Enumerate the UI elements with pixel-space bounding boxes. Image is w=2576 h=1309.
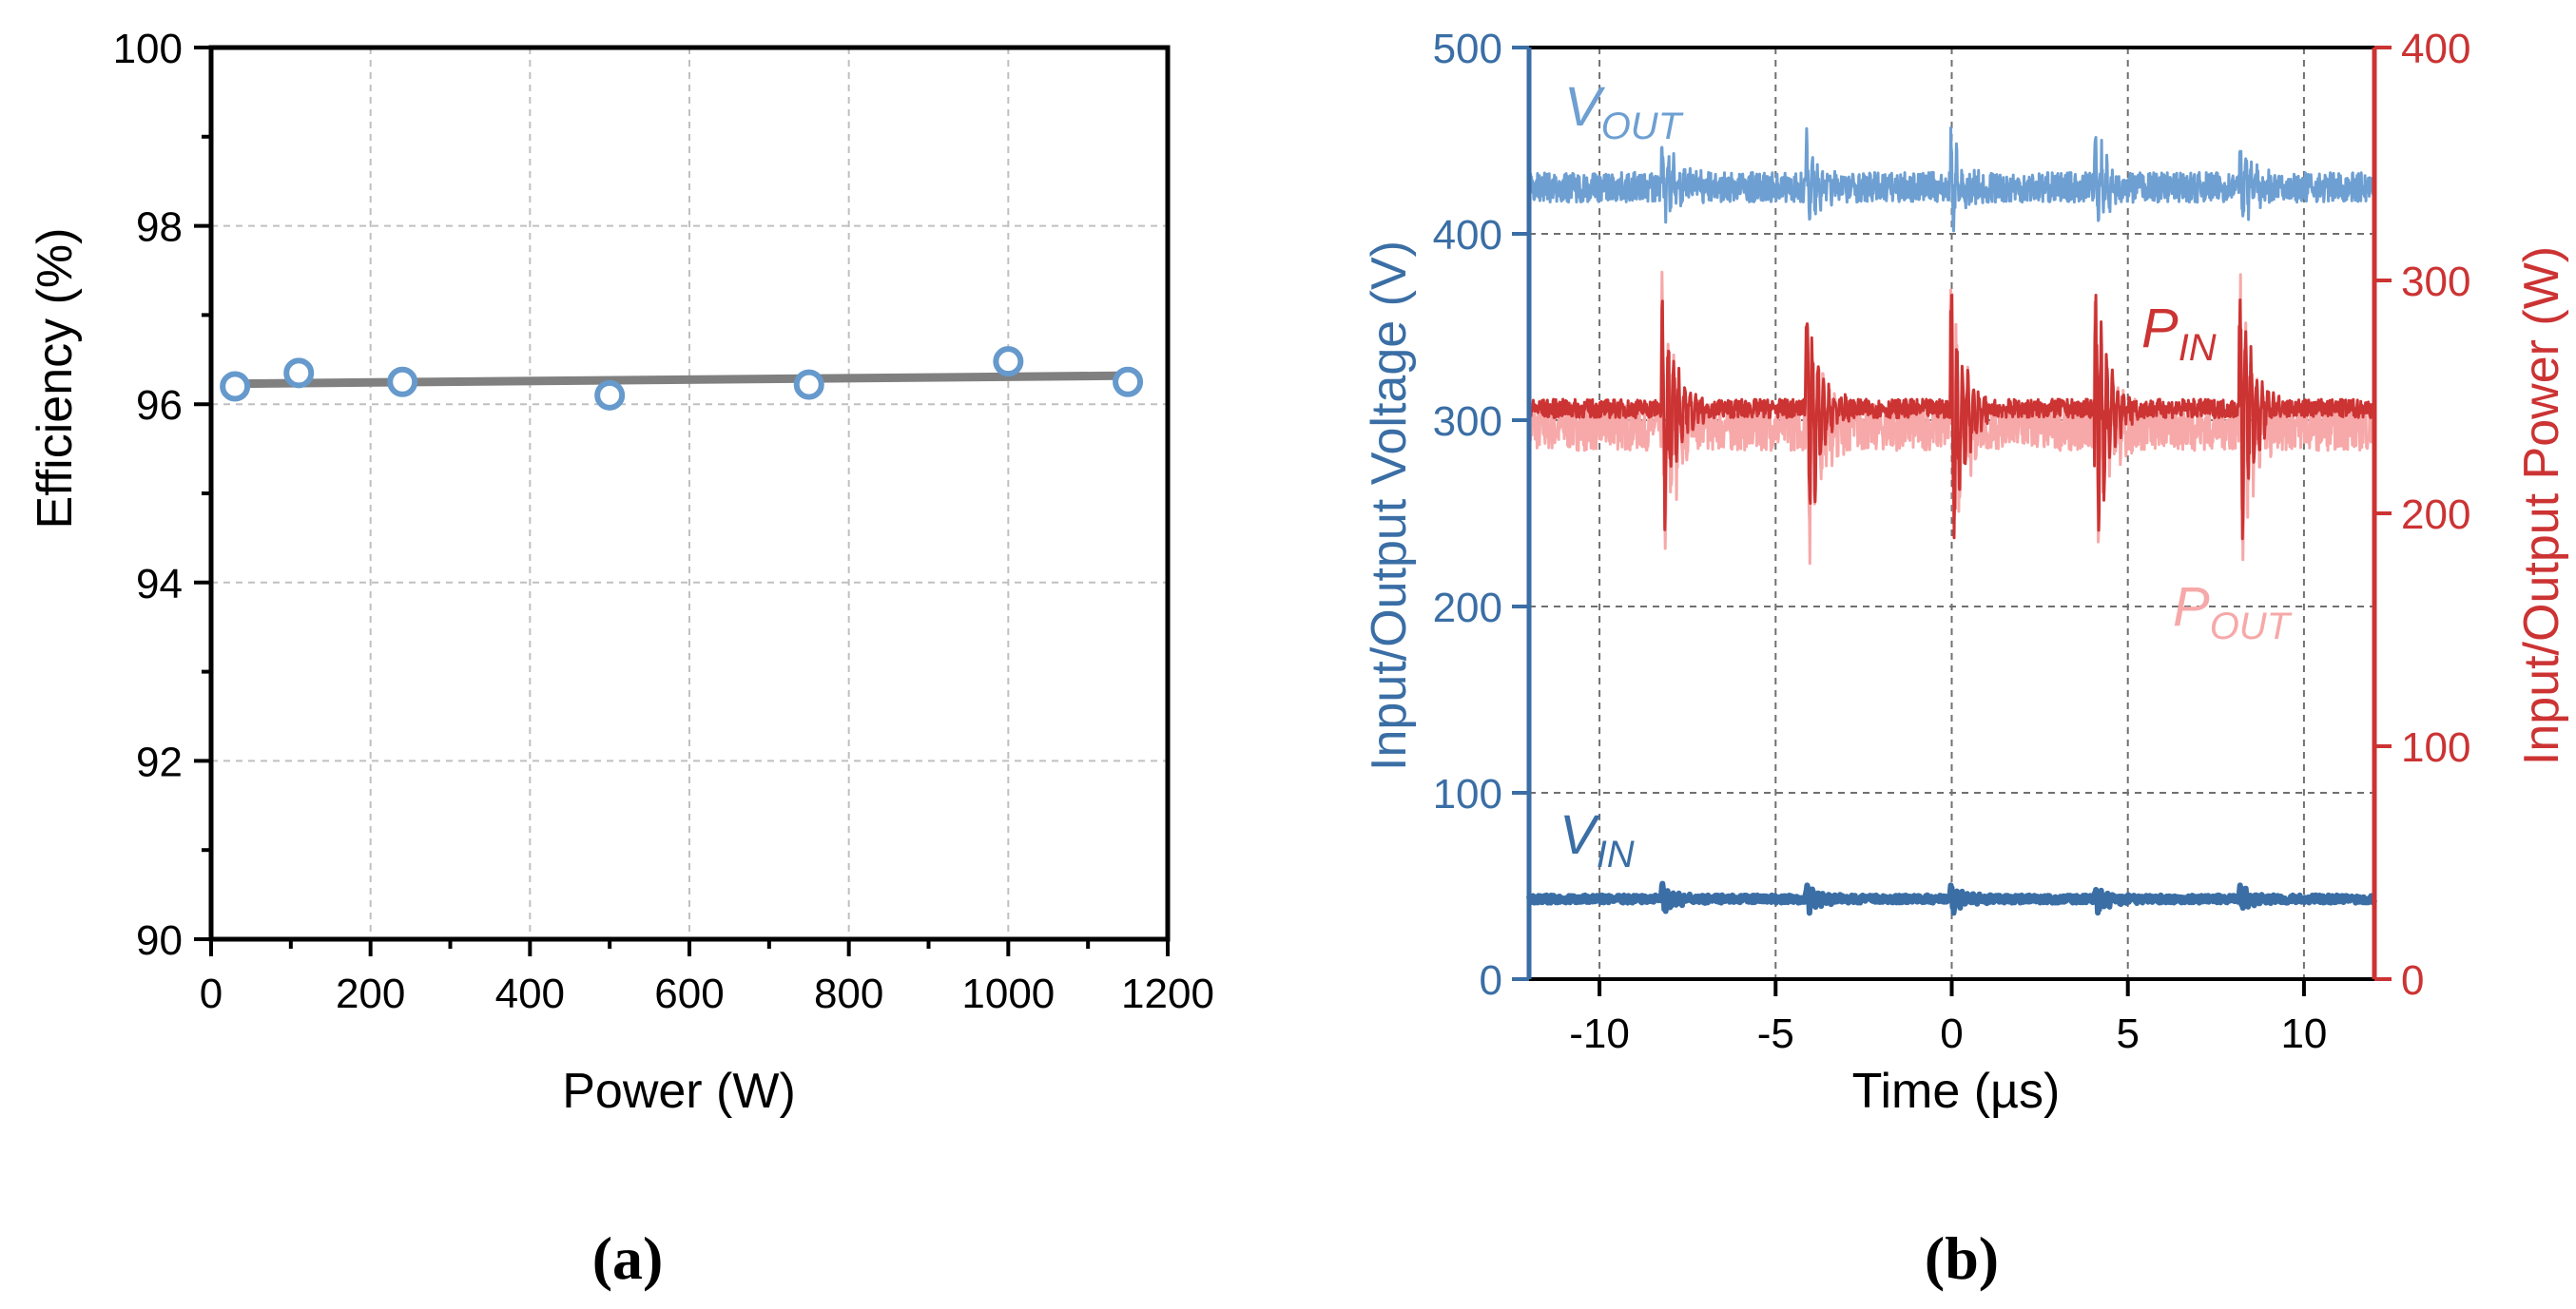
panel-a-chart: 0 200 400 600 800 1000 1200 90 92 94 96 98 100 Powe… bbox=[28, 26, 1214, 1292]
efficiency-data-point bbox=[387, 366, 418, 397]
panel-b-x-ticks: -10 -5 0 5 10 bbox=[1569, 979, 2327, 1057]
panel-a-x-tick-label: 800 bbox=[814, 971, 883, 1017]
panel-b-chart: -10 -5 0 5 10 0 100 200 300 400 500 0 100 200 300 400… bbox=[1362, 26, 2569, 1292]
panel-b-right-y-axis-label: Input/Output Power (W) bbox=[2514, 246, 2569, 765]
panel-b-x-tick-label: 0 bbox=[1940, 1011, 1963, 1057]
panel-a-gridlines bbox=[211, 48, 1168, 939]
panel-a-x-ticks: 0 200 400 600 800 1000 1200 bbox=[200, 939, 1214, 1017]
panel-a-y-tick-label: 92 bbox=[136, 739, 183, 785]
panel-a-x-tick-label: 400 bbox=[495, 971, 565, 1017]
vout-series-label: VOUT bbox=[1564, 76, 1684, 147]
panel-b-left-tick-label: 100 bbox=[1433, 771, 1502, 818]
panel-a-y-tick-label: 96 bbox=[136, 382, 183, 429]
vout-trace bbox=[1527, 126, 2376, 233]
pout-series-label: POUT bbox=[2173, 576, 2293, 647]
panel-b-x-tick-label: 5 bbox=[2116, 1011, 2139, 1057]
panel-a-x-axis-label: Power (W) bbox=[562, 1064, 796, 1119]
panel-b-right-tick-label: 0 bbox=[2401, 957, 2424, 1004]
efficiency-data-point bbox=[1113, 366, 1144, 397]
panel-b-left-tick-label: 0 bbox=[1480, 957, 1502, 1004]
panel-a-y-tick-label: 94 bbox=[136, 561, 183, 607]
panel-b-left-tick-label: 300 bbox=[1433, 398, 1502, 445]
panel-b-left-y-ticks: 0 100 200 300 400 500 bbox=[1433, 26, 1529, 1004]
panel-b-traces bbox=[1526, 126, 2377, 916]
panel-a-caption: (a) bbox=[592, 1224, 664, 1292]
panel-a-x-tick-label: 1200 bbox=[1121, 971, 1214, 1017]
panel-b-caption: (b) bbox=[1925, 1224, 1999, 1292]
panel-b-right-tick-label: 100 bbox=[2401, 724, 2470, 771]
panel-b-x-tick-label: -10 bbox=[1569, 1011, 1630, 1057]
panel-b-x-tick-label: -5 bbox=[1757, 1011, 1794, 1057]
panel-a-x-tick-label: 200 bbox=[336, 971, 405, 1017]
panel-a-y-tick-label: 90 bbox=[136, 917, 183, 964]
panel-b-left-tick-label: 400 bbox=[1433, 212, 1502, 259]
panel-a-y-tick-label: 98 bbox=[136, 204, 183, 251]
panel-b-right-y-ticks: 0 100 200 300 400 bbox=[2374, 26, 2470, 1004]
vin-trace bbox=[1526, 880, 2377, 916]
efficiency-data-point bbox=[283, 357, 315, 389]
efficiency-fit-line bbox=[230, 371, 1133, 389]
panel-b-right-tick-label: 300 bbox=[2401, 259, 2470, 305]
panel-a-x-tick-label: 0 bbox=[200, 971, 223, 1017]
panel-b-left-y-axis-label: Input/Output Voltage (V) bbox=[1362, 241, 1417, 771]
efficiency-data-point bbox=[220, 371, 251, 402]
panel-a-x-tick-label: 600 bbox=[654, 971, 724, 1017]
panel-a-y-axis-label: Efficiency (%) bbox=[28, 228, 83, 529]
pin-series-label: PIN bbox=[2141, 298, 2217, 369]
efficiency-data-point bbox=[793, 369, 824, 400]
panel-b-right-tick-label: 200 bbox=[2401, 491, 2470, 538]
panel-b-right-tick-label: 400 bbox=[2401, 26, 2470, 72]
panel-a-y-ticks: 90 92 94 96 98 100 bbox=[113, 26, 211, 964]
panel-b-left-tick-label: 200 bbox=[1433, 585, 1502, 631]
pin-trace bbox=[1527, 294, 2376, 541]
panel-a-fit-line-group bbox=[230, 371, 1133, 389]
panel-a-y-tick-label: 100 bbox=[113, 26, 183, 72]
vin-series-label: VIN bbox=[1559, 804, 1635, 876]
panel-b-left-tick-label: 500 bbox=[1433, 26, 1502, 72]
panel-a-x-tick-label: 1000 bbox=[961, 971, 1055, 1017]
efficiency-data-point bbox=[594, 379, 626, 411]
panel-b-x-axis-label: Time (µs) bbox=[1852, 1064, 2061, 1119]
efficiency-data-point bbox=[993, 346, 1024, 377]
panel-b-x-tick-label: 10 bbox=[2280, 1011, 2327, 1057]
panel-a-markers bbox=[220, 346, 1144, 411]
